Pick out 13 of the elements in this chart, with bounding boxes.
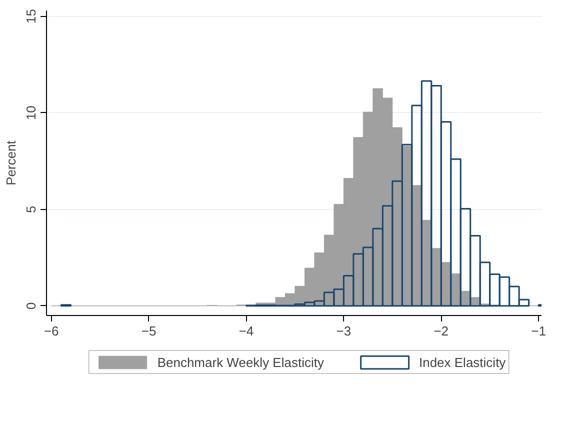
y-tick-label: 15 bbox=[24, 9, 38, 24]
legend-label: Benchmark Weekly Elasticity bbox=[157, 354, 324, 370]
x-tick-label: −3 bbox=[336, 324, 352, 338]
y-tick-label: 10 bbox=[24, 106, 38, 120]
y-tick-label: 5 bbox=[24, 206, 38, 213]
x-tick-label: −2 bbox=[434, 324, 449, 338]
x-tick-label: −4 bbox=[238, 324, 254, 338]
y-axis-title: Percent bbox=[4, 140, 18, 186]
y-tick-label: 0 bbox=[24, 302, 38, 310]
x-tick-label: −6 bbox=[44, 324, 59, 338]
x-tick-label: −5 bbox=[141, 324, 156, 338]
legend-label: Index Elasticity bbox=[418, 354, 506, 370]
x-tick-label: −1 bbox=[531, 324, 546, 338]
